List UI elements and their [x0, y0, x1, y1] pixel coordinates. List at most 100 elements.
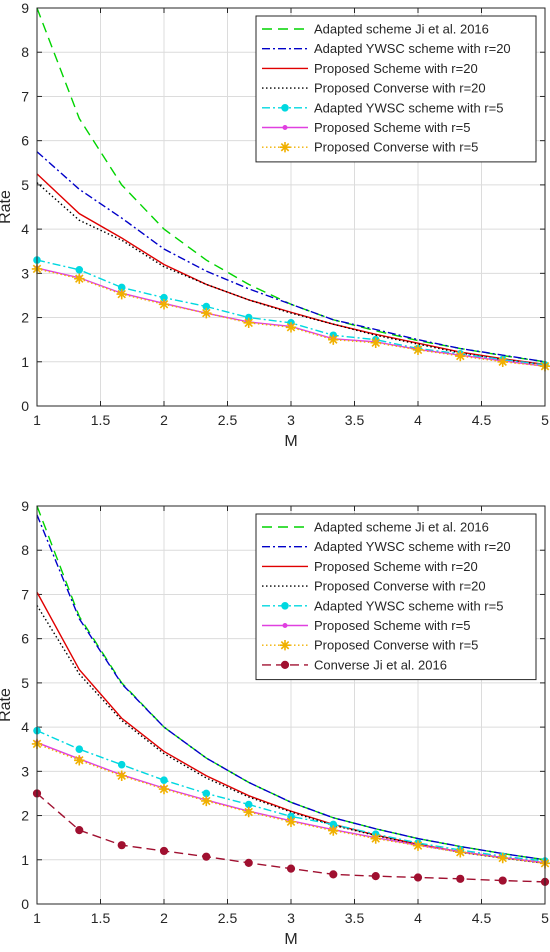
- data-point: [285, 322, 297, 333]
- x-tick-label: 2: [160, 910, 168, 926]
- legend-label: Proposed Converse with r=5: [314, 638, 478, 653]
- legend-marker: [280, 660, 290, 670]
- data-point: [498, 876, 507, 885]
- legend-label: Proposed Converse with r=20: [314, 81, 486, 96]
- data-point: [160, 776, 168, 784]
- series-7: [31, 738, 550, 869]
- x-tick-label: 1.5: [91, 910, 111, 926]
- legend-label: Proposed Scheme with r=5: [314, 120, 470, 135]
- legend-label: Proposed Scheme with r=5: [314, 618, 470, 633]
- legend-item: Adapted YWSC scheme with r=5: [262, 100, 503, 115]
- data-point: [158, 783, 170, 795]
- legend-marker: [279, 640, 291, 651]
- legend-label: Proposed Scheme with r=20: [314, 61, 478, 76]
- legend-item: Adapted YWSC scheme with r=20: [262, 539, 511, 554]
- legend-box: [255, 513, 537, 681]
- y-tick-label: 7: [21, 88, 29, 104]
- legend-label: Adapted YWSC scheme with r=20: [314, 41, 511, 56]
- legend-item: Proposed Scheme with r=20: [262, 559, 478, 574]
- data-point: [202, 852, 211, 861]
- data-point: [497, 356, 508, 367]
- series-line: [36, 605, 546, 865]
- data-point: [158, 299, 170, 310]
- x-tick-label: 4: [414, 910, 422, 926]
- y-tick-label: 3: [21, 763, 29, 779]
- y-tick-label: 7: [21, 586, 29, 602]
- y-tick-label: 0: [21, 398, 29, 414]
- x-tick-label: 1: [33, 910, 41, 926]
- x-tick-label: 5: [541, 910, 549, 926]
- legend-marker: [281, 602, 289, 610]
- data-point: [413, 873, 423, 882]
- x-tick-label: 2: [160, 412, 168, 428]
- series-4: [36, 605, 546, 865]
- data-point: [328, 825, 339, 836]
- chart-2: 1 1.5 2 2.5 3 3.5 4 4.5 50123456789MRateAdapted …: [0, 498, 550, 948]
- x-tick-label: 1: [33, 412, 41, 428]
- data-point: [159, 846, 169, 856]
- data-point: [117, 841, 126, 850]
- legend-item: Adapted YWSC scheme with r=5: [262, 598, 503, 613]
- data-point: [244, 858, 253, 867]
- data-point: [371, 872, 380, 881]
- y-tick-label: 9: [21, 498, 29, 514]
- y-tick-label: 0: [21, 896, 29, 912]
- legend-label: Proposed Scheme with r=20: [314, 559, 478, 574]
- y-tick-label: 4: [21, 719, 29, 735]
- legend: Adapted scheme Ji et al. 2016 Adapted YWS…: [255, 15, 537, 163]
- series-4: [36, 182, 546, 366]
- legend-item: Proposed Scheme with r=20: [262, 61, 478, 76]
- data-point: [370, 833, 381, 844]
- y-tick-label: 3: [21, 265, 29, 281]
- series-line: [36, 151, 546, 363]
- x-tick-label: 2.5: [218, 910, 238, 926]
- series-line: [36, 182, 546, 366]
- legend-label: Adapted scheme Ji et al. 2016: [314, 520, 489, 535]
- x-axis-label: M: [284, 433, 297, 450]
- legend-label: Proposed Converse with r=20: [314, 579, 486, 594]
- x-tick-label: 5: [541, 412, 549, 428]
- series-2: [36, 151, 546, 363]
- data-point: [285, 816, 297, 827]
- axes-box: [36, 7, 546, 407]
- x-tick-label: 3.5: [345, 910, 365, 926]
- data-point: [75, 265, 84, 274]
- data-point: [116, 770, 127, 781]
- x-tick-label: 4: [414, 412, 422, 428]
- data-point: [455, 847, 466, 858]
- y-tick-label: 1: [21, 354, 29, 370]
- data-point: [201, 795, 212, 807]
- y-tick-label: 6: [21, 631, 29, 647]
- legend-item: Proposed Scheme with r=5: [262, 618, 470, 633]
- legend-item: Proposed Converse with r=20: [262, 81, 486, 96]
- legend-item: Adapted YWSC scheme with r=20: [262, 41, 511, 56]
- data-point: [202, 789, 211, 798]
- legend-label: Proposed Converse with r=5: [314, 140, 478, 155]
- legend-marker: [282, 623, 288, 628]
- legend-label: Adapted scheme Ji et al. 2016: [314, 22, 489, 37]
- data-point: [75, 745, 84, 754]
- data-point: [116, 288, 127, 300]
- x-tick-label: 3: [287, 412, 295, 428]
- axes-box: [36, 505, 546, 905]
- legend-marker: [281, 104, 289, 112]
- data-point: [117, 760, 126, 769]
- x-tick-label: 2.5: [218, 412, 238, 428]
- legend: Adapted scheme Ji et al. 2016 Adapted YWS…: [255, 513, 537, 681]
- x-tick-label: 3.5: [345, 412, 365, 428]
- data-point: [74, 273, 85, 284]
- legend-item: Adapted scheme Ji et al. 2016: [262, 520, 489, 535]
- legend-marker: [279, 142, 291, 153]
- y-tick-label: 2: [21, 310, 29, 326]
- data-point: [328, 334, 339, 345]
- y-tick-label: 5: [21, 675, 29, 691]
- y-axis-label: Rate: [0, 688, 14, 722]
- legend-label: Converse Ji et al. 2016: [314, 657, 447, 672]
- y-tick-label: 9: [21, 0, 29, 16]
- legend-item: Proposed Converse with r=5: [262, 638, 478, 653]
- legend-item: Converse Ji et al. 2016: [262, 657, 447, 672]
- data-point: [74, 755, 85, 766]
- data-point: [244, 800, 253, 809]
- data-point: [455, 350, 466, 362]
